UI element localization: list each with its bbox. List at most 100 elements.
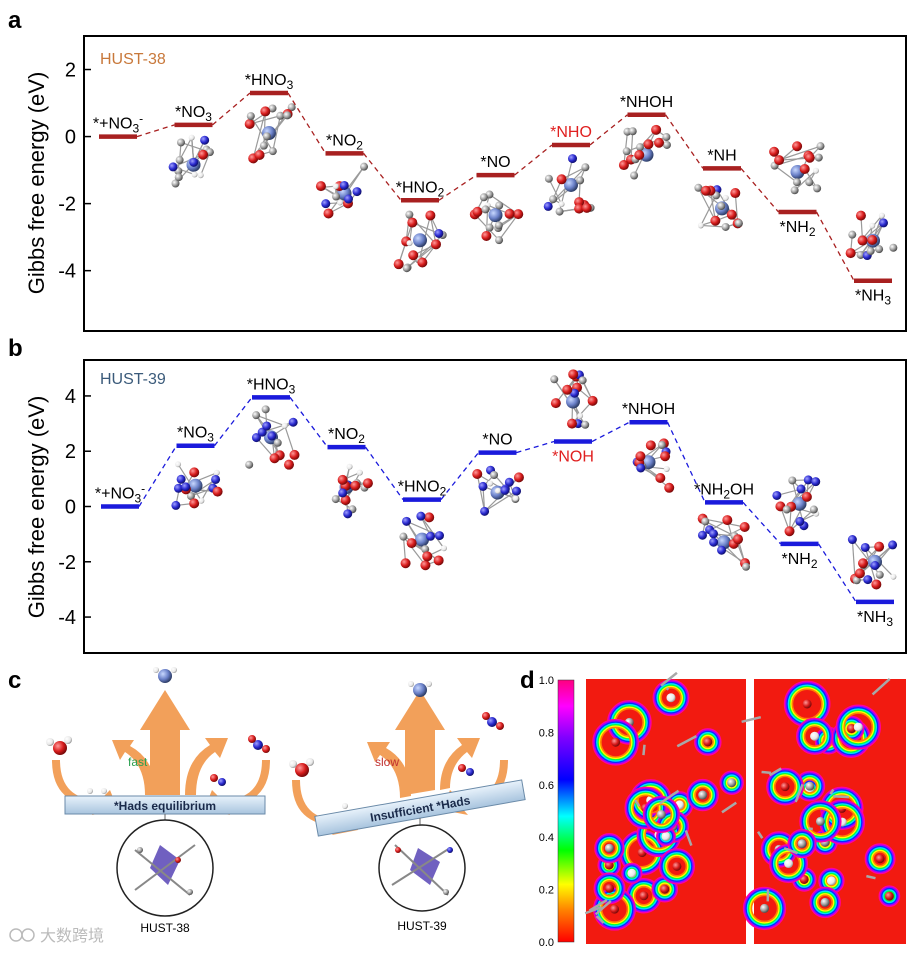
watermark-icon bbox=[21, 928, 35, 942]
contour-ring bbox=[803, 804, 838, 839]
bond bbox=[697, 187, 716, 222]
nitrogen-atom bbox=[447, 847, 453, 853]
step-label: *HNO2​ bbox=[396, 179, 445, 199]
contour-ring bbox=[658, 848, 696, 885]
oxygen-atom bbox=[400, 558, 411, 569]
contour-ring bbox=[827, 807, 858, 838]
oxygen-atom bbox=[408, 250, 419, 261]
bond bbox=[761, 770, 772, 775]
step-label: *+NO3​-​ bbox=[95, 482, 145, 506]
bond bbox=[794, 783, 804, 803]
contour-ring bbox=[864, 843, 896, 875]
hust38-schematic: fast *Hads equilibrium HUST-38 bbox=[46, 667, 270, 935]
molecule-structure bbox=[245, 405, 300, 470]
contour-ring bbox=[592, 718, 640, 766]
contour-ring bbox=[724, 775, 739, 790]
contour-ring bbox=[801, 722, 829, 750]
contour-ring bbox=[791, 832, 813, 855]
carbon-atom bbox=[137, 847, 143, 853]
molecule-structure bbox=[618, 124, 671, 180]
contour-ring bbox=[598, 877, 621, 900]
atom bbox=[698, 790, 708, 800]
carbon-atom bbox=[276, 111, 285, 120]
oxygen-atom bbox=[799, 163, 810, 174]
oxygen-atom bbox=[645, 440, 656, 451]
oxygen-atom bbox=[323, 208, 334, 219]
contour-ring bbox=[878, 885, 901, 908]
oxygen-atom bbox=[53, 741, 67, 755]
colorbar-tick-label: 1.0 bbox=[539, 675, 554, 687]
contour-ring bbox=[700, 734, 716, 750]
metal-polyhedron bbox=[150, 845, 180, 885]
contour-ring bbox=[826, 805, 859, 839]
nitrogen-atom bbox=[251, 433, 261, 443]
contour-ring bbox=[600, 839, 619, 857]
molecule-structure bbox=[697, 513, 751, 571]
hydrogen-atom bbox=[306, 758, 314, 766]
arrow-up-left bbox=[367, 742, 411, 798]
map-features bbox=[584, 671, 744, 931]
oxygen-atom bbox=[871, 579, 882, 590]
plot-frame bbox=[83, 35, 907, 332]
watermark: 大数跨境 bbox=[9, 926, 104, 945]
carbon-atom bbox=[848, 230, 857, 239]
carbon-atom bbox=[287, 103, 296, 112]
bond bbox=[774, 165, 798, 183]
bond bbox=[756, 830, 764, 839]
contour-ring bbox=[814, 891, 836, 913]
map-features bbox=[741, 677, 901, 931]
contour-ring bbox=[595, 834, 624, 863]
atom bbox=[604, 843, 614, 853]
bond bbox=[588, 898, 608, 912]
bond bbox=[250, 115, 274, 152]
molecule-structure bbox=[550, 369, 598, 429]
bond bbox=[829, 788, 835, 795]
contour-ring bbox=[627, 789, 665, 827]
contour-ring bbox=[665, 854, 689, 878]
nitrogen-atom bbox=[568, 154, 578, 164]
carbon-atom bbox=[813, 184, 822, 193]
step-connector bbox=[742, 501, 781, 545]
hydrogen-atom bbox=[153, 667, 159, 673]
oxygen-atom bbox=[482, 712, 490, 720]
contour-ring bbox=[804, 805, 837, 838]
carbon-atom bbox=[814, 153, 823, 162]
bond bbox=[134, 849, 191, 896]
carbon-atom bbox=[630, 171, 639, 180]
carbon-atom bbox=[171, 179, 180, 188]
nitrogen-atom bbox=[321, 199, 331, 209]
contour-ring bbox=[596, 835, 622, 861]
carbon-atom bbox=[252, 411, 261, 420]
nitrogen-atom bbox=[200, 135, 210, 145]
contour-ring bbox=[776, 851, 801, 876]
molecule-structure bbox=[171, 461, 223, 510]
hydrogen-atom bbox=[869, 222, 876, 229]
contour-ring bbox=[653, 680, 689, 715]
metal-atom bbox=[415, 532, 429, 547]
bond bbox=[272, 115, 281, 152]
chart-title: HUST-39 bbox=[100, 371, 166, 388]
nitrogen-atom bbox=[267, 431, 277, 441]
contour-ring bbox=[766, 767, 804, 806]
energy-levels: *+NO3​-​ *NO3​ *HNO3​ *NO2​ *HNO2​ *NO *NOH *NH… bbox=[95, 376, 894, 629]
step-connector bbox=[516, 440, 555, 454]
carbon-atom bbox=[662, 140, 671, 149]
molecule-images bbox=[168, 103, 898, 273]
oxygen-atom bbox=[587, 395, 598, 406]
oxygen-atom bbox=[472, 468, 483, 479]
oxygen-atom bbox=[189, 467, 200, 478]
oxygen-atom bbox=[513, 472, 524, 483]
molecule-structure bbox=[393, 210, 447, 273]
bond bbox=[721, 801, 737, 814]
molecule-structure bbox=[168, 134, 214, 188]
contour-ring bbox=[790, 831, 815, 856]
bond bbox=[476, 473, 486, 512]
hydrogen-atom bbox=[558, 201, 565, 208]
contour-ring bbox=[802, 724, 827, 749]
nitrogen-atom bbox=[847, 535, 857, 545]
step-connector bbox=[440, 452, 480, 500]
mechanism-schematic: fast *Hads equilibrium HUST-38 bbox=[46, 667, 526, 935]
nitrogen-atom bbox=[811, 477, 821, 487]
contour-ring bbox=[815, 893, 835, 912]
